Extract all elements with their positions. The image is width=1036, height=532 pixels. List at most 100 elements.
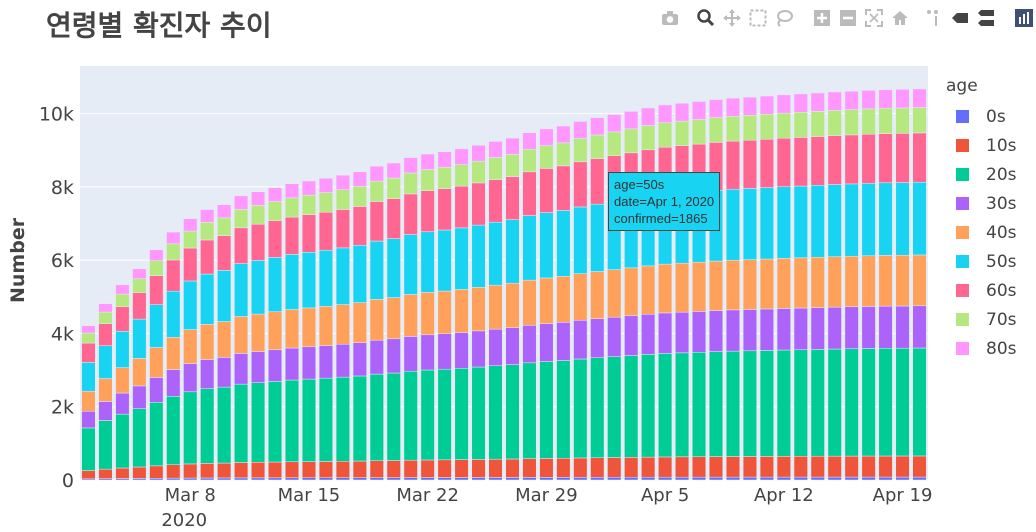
bar-10s[interactable]	[861, 455, 876, 478]
bar-20s[interactable]	[878, 348, 893, 457]
bar-20s[interactable]	[505, 364, 520, 460]
bar-20s[interactable]	[386, 372, 401, 461]
bar-20s[interactable]	[183, 391, 198, 465]
bar-70s[interactable]	[708, 117, 724, 143]
bar-20s[interactable]	[234, 383, 249, 463]
bar-10s[interactable]	[301, 461, 316, 479]
bar-10s[interactable]	[149, 465, 164, 479]
bar-60s[interactable]	[268, 220, 283, 258]
bar-0s[interactable]	[895, 476, 910, 481]
bar-60s[interactable]	[844, 134, 859, 185]
bar-60s[interactable]	[505, 176, 520, 220]
hover-compare-icon[interactable]	[976, 8, 996, 28]
bar-70s[interactable]	[895, 107, 910, 134]
bar-30s[interactable]	[284, 347, 300, 381]
bar-40s[interactable]	[607, 269, 622, 318]
bar-10s[interactable]	[607, 457, 622, 478]
bar-0s[interactable]	[318, 477, 333, 481]
bar-0s[interactable]	[352, 477, 367, 481]
bar-30s[interactable]	[844, 306, 859, 350]
bar-20s[interactable]	[624, 355, 639, 458]
bar-10s[interactable]	[759, 456, 774, 478]
bar-30s[interactable]	[386, 338, 401, 374]
bar-0s[interactable]	[861, 476, 876, 481]
bar-70s[interactable]	[912, 107, 927, 134]
bar-70s[interactable]	[166, 243, 181, 261]
bar-80s[interactable]	[301, 180, 316, 196]
bar-70s[interactable]	[403, 172, 418, 195]
bar-40s[interactable]	[81, 390, 96, 412]
bar-50s[interactable]	[115, 331, 130, 368]
bar-10s[interactable]	[166, 464, 181, 479]
bar-70s[interactable]	[624, 128, 639, 154]
bar-20s[interactable]	[861, 348, 876, 457]
bar-80s[interactable]	[403, 157, 418, 174]
bar-40s[interactable]	[708, 260, 724, 311]
bar-20s[interactable]	[149, 402, 164, 467]
bar-30s[interactable]	[352, 342, 367, 377]
bar-70s[interactable]	[115, 293, 130, 308]
bar-40s[interactable]	[183, 329, 198, 364]
bar-10s[interactable]	[234, 462, 249, 479]
bar-40s[interactable]	[318, 306, 333, 346]
bar-40s[interactable]	[675, 262, 690, 313]
bar-30s[interactable]	[200, 359, 215, 389]
bar-20s[interactable]	[556, 360, 571, 459]
bar-40s[interactable]	[251, 313, 266, 352]
bar-70s[interactable]	[420, 169, 435, 191]
bar-70s[interactable]	[149, 260, 164, 276]
bar-0s[interactable]	[844, 476, 859, 481]
bar-20s[interactable]	[251, 382, 266, 463]
bar-30s[interactable]	[522, 325, 537, 364]
bar-60s[interactable]	[217, 235, 232, 271]
bar-60s[interactable]	[471, 182, 486, 226]
bar-70s[interactable]	[284, 197, 300, 218]
reset-axes-icon[interactable]	[890, 8, 910, 28]
bar-20s[interactable]	[827, 348, 842, 457]
bar-10s[interactable]	[675, 456, 690, 478]
bar-30s[interactable]	[810, 307, 825, 350]
bar-10s[interactable]	[878, 455, 893, 478]
bar-30s[interactable]	[590, 318, 605, 358]
bar-60s[interactable]	[81, 342, 96, 363]
bar-50s[interactable]	[369, 240, 384, 300]
bar-50s[interactable]	[268, 257, 283, 313]
bar-30s[interactable]	[759, 308, 774, 351]
bar-70s[interactable]	[437, 167, 452, 189]
bar-80s[interactable]	[522, 132, 537, 150]
bar-70s[interactable]	[861, 108, 876, 135]
bar-50s[interactable]	[454, 227, 469, 290]
bar-40s[interactable]	[234, 316, 249, 354]
bar-0s[interactable]	[742, 476, 757, 481]
legend-item-50s[interactable]: 50s	[946, 247, 1017, 276]
bar-60s[interactable]	[454, 185, 469, 229]
legend-item-10s[interactable]: 10s	[946, 131, 1017, 160]
bar-0s[interactable]	[217, 477, 232, 481]
bar-60s[interactable]	[556, 165, 571, 211]
bar-20s[interactable]	[912, 347, 927, 457]
bar-40s[interactable]	[590, 271, 605, 319]
bar-50s[interactable]	[200, 273, 215, 325]
legend-item-70s[interactable]: 70s	[946, 305, 1017, 334]
bar-60s[interactable]	[149, 275, 164, 305]
bar-30s[interactable]	[742, 309, 757, 352]
bar-0s[interactable]	[234, 477, 249, 481]
bar-50s[interactable]	[471, 224, 486, 288]
bar-80s[interactable]	[132, 268, 147, 280]
bar-10s[interactable]	[217, 462, 232, 479]
bar-40s[interactable]	[386, 297, 401, 340]
zoom-in-icon[interactable]	[812, 8, 832, 28]
bar-50s[interactable]	[861, 183, 876, 257]
bar-50s[interactable]	[318, 249, 333, 307]
bar-40s[interactable]	[98, 378, 113, 402]
bar-0s[interactable]	[793, 476, 808, 481]
bar-30s[interactable]	[234, 353, 249, 385]
bar-30s[interactable]	[81, 411, 96, 429]
bar-70s[interactable]	[539, 145, 554, 169]
bar-30s[interactable]	[878, 305, 893, 349]
bar-60s[interactable]	[386, 198, 401, 239]
bar-30s[interactable]	[827, 306, 842, 350]
bar-10s[interactable]	[895, 455, 910, 478]
bar-80s[interactable]	[742, 96, 757, 116]
bar-30s[interactable]	[132, 385, 147, 409]
